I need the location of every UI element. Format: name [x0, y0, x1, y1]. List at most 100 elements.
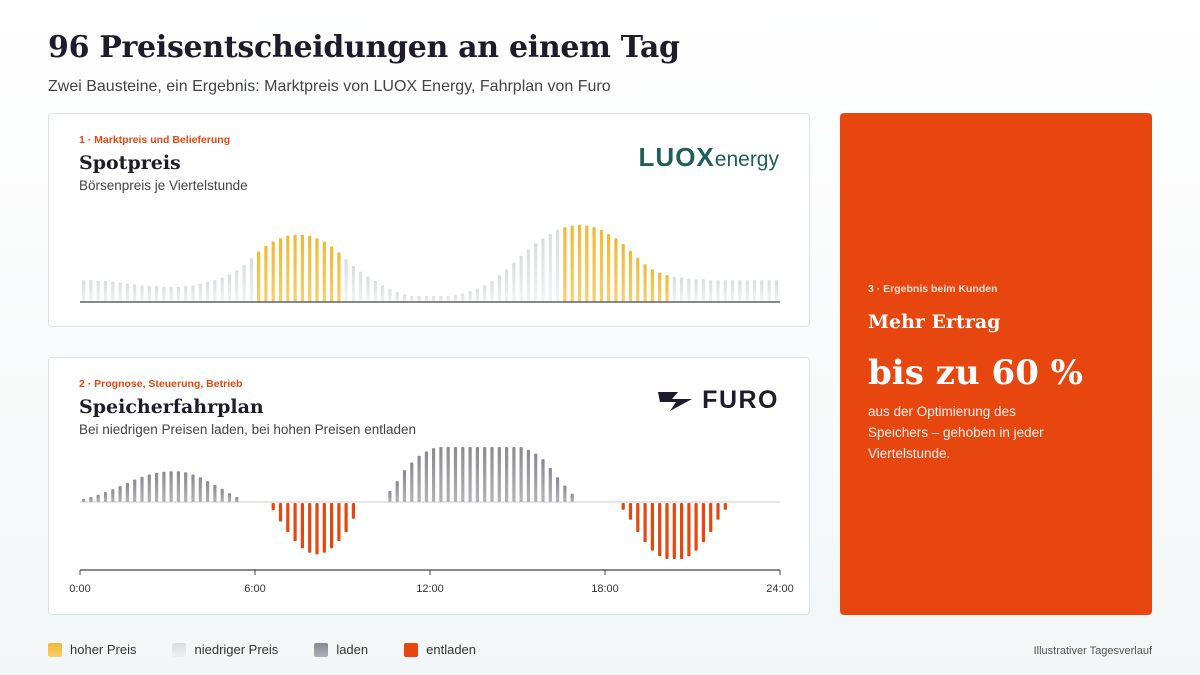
spot-price-bar — [82, 280, 86, 302]
spot-price-bar — [322, 241, 326, 302]
spot-price-bar — [563, 227, 567, 302]
spot-price-bar — [176, 286, 180, 302]
discharge-bar — [315, 503, 319, 555]
footnote: Illustrativer Tagesverlauf — [1033, 645, 1152, 657]
spot-price-bar — [351, 265, 355, 302]
spot-price-bar — [592, 227, 596, 302]
spot-price-bar — [475, 288, 479, 302]
discharge-bar — [286, 503, 290, 533]
spot-price-card: 1 · Marktpreis und Belieferung Spotpreis… — [48, 113, 810, 327]
charge-bar — [519, 447, 523, 502]
spot-price-bar — [723, 280, 727, 302]
charge-bar — [432, 448, 436, 502]
spot-price-bar — [235, 270, 239, 302]
legend-swatch-discharge — [404, 642, 419, 657]
spot-price-bar — [614, 238, 618, 302]
lightning-icon — [658, 391, 693, 411]
discharge-bar — [322, 503, 326, 553]
spot-price-bar — [490, 281, 494, 302]
spot-price-bar — [519, 255, 523, 302]
legend-item-low: niedriger Preis — [172, 642, 278, 657]
spot-price-bar — [680, 277, 684, 302]
spot-subtitle: Börsenpreis je Viertelstunde — [79, 178, 248, 193]
spot-price-bar — [752, 280, 757, 302]
legend-label-low: niedriger Preis — [194, 642, 279, 657]
luox-logo: LUOXenergy — [639, 142, 779, 173]
spot-price-bar — [359, 271, 363, 302]
charge-bar — [534, 453, 538, 502]
schedule-subtitle: Bei niedrigen Preisen laden, bei hohen P… — [79, 422, 416, 437]
charge-bar — [103, 492, 108, 502]
spot-price-bar — [191, 285, 195, 302]
spot-price-bar — [366, 276, 370, 302]
spot-price-bar — [767, 280, 771, 302]
charge-bar — [213, 485, 217, 503]
spot-price-bar — [665, 275, 669, 302]
legend-swatch-high — [48, 642, 62, 657]
charge-bar — [439, 447, 443, 502]
charge-bar — [505, 447, 509, 502]
spot-price-bar — [760, 280, 764, 302]
discharge-bar — [650, 503, 654, 551]
discharge-bar — [665, 503, 669, 559]
charge-bar — [490, 447, 494, 502]
spot-price-bar — [118, 282, 122, 302]
spot-price-bar — [424, 296, 428, 302]
discharge-bar — [300, 503, 304, 549]
luox-logo-big: LUOX — [638, 142, 715, 172]
result-title: Mehr Ertrag — [868, 311, 1001, 333]
spot-price-bar — [293, 234, 297, 302]
spot-price-bar — [556, 229, 560, 302]
spot-price-bar — [658, 272, 662, 302]
spot-price-bar — [264, 245, 268, 302]
spot-price-bar — [198, 283, 202, 302]
furo-logo-text: FURO — [702, 386, 779, 414]
spot-eyebrow: 1 · Marktpreis und Belieferung — [79, 134, 231, 146]
spot-price-bar — [701, 279, 705, 302]
page-subtitle: Zwei Bausteine, ein Ergebnis: Marktpreis… — [48, 78, 611, 95]
charge-bar — [191, 474, 195, 502]
spot-price-bar — [330, 246, 334, 302]
spot-price-bar — [184, 286, 188, 302]
spot-price-bar — [103, 281, 108, 302]
discharge-bar — [701, 503, 705, 543]
spot-price-bar — [599, 229, 603, 302]
charge-bar — [453, 447, 458, 502]
spot-price-bar — [731, 280, 735, 302]
spot-price-bar — [716, 280, 720, 302]
charge-bar — [563, 485, 567, 502]
spot-price-bar — [636, 257, 640, 302]
charge-bar — [125, 482, 129, 503]
spot-price-bar — [694, 279, 698, 302]
spot-price-bar — [286, 235, 290, 302]
spot-price-bar — [548, 234, 552, 302]
spot-price-bar — [541, 238, 545, 302]
charge-bar — [140, 476, 144, 502]
legend-item-high: hoher Preis — [48, 642, 136, 657]
charge-bar — [176, 471, 180, 502]
schedule-title: Speicherfahrplan — [79, 396, 264, 418]
spot-price-bar — [628, 250, 633, 302]
spot-price-bar — [147, 286, 151, 302]
storage-schedule-card: 2 · Prognose, Steuerung, Betrieb Speiche… — [48, 357, 810, 615]
spot-price-bar — [402, 294, 407, 302]
x-tick-label: 24:00 — [766, 583, 794, 595]
charge-bar — [402, 470, 407, 502]
spot-price-bar — [483, 285, 487, 302]
charge-bar — [89, 497, 93, 503]
spot-price-bar — [672, 276, 676, 302]
discharge-bar — [643, 503, 647, 543]
legend-label-charge: laden — [336, 642, 369, 657]
luox-logo-small: energy — [714, 148, 779, 171]
legend-item-discharge: entladen — [404, 642, 476, 657]
charge-bar — [497, 447, 501, 502]
spot-price-bar — [468, 291, 472, 302]
charge-bar — [147, 474, 151, 502]
storage-schedule-chart: 0:00 6:00 12:00 18:00 24:00 — [69, 447, 794, 595]
spot-price-bar — [585, 225, 589, 302]
result-eyebrow: 3 · Ergebnis beim Kunden — [868, 283, 998, 295]
spot-price-bar — [512, 262, 516, 302]
discharge-bar — [658, 503, 662, 557]
spot-price-bar — [461, 293, 465, 302]
discharge-bar — [694, 503, 698, 551]
